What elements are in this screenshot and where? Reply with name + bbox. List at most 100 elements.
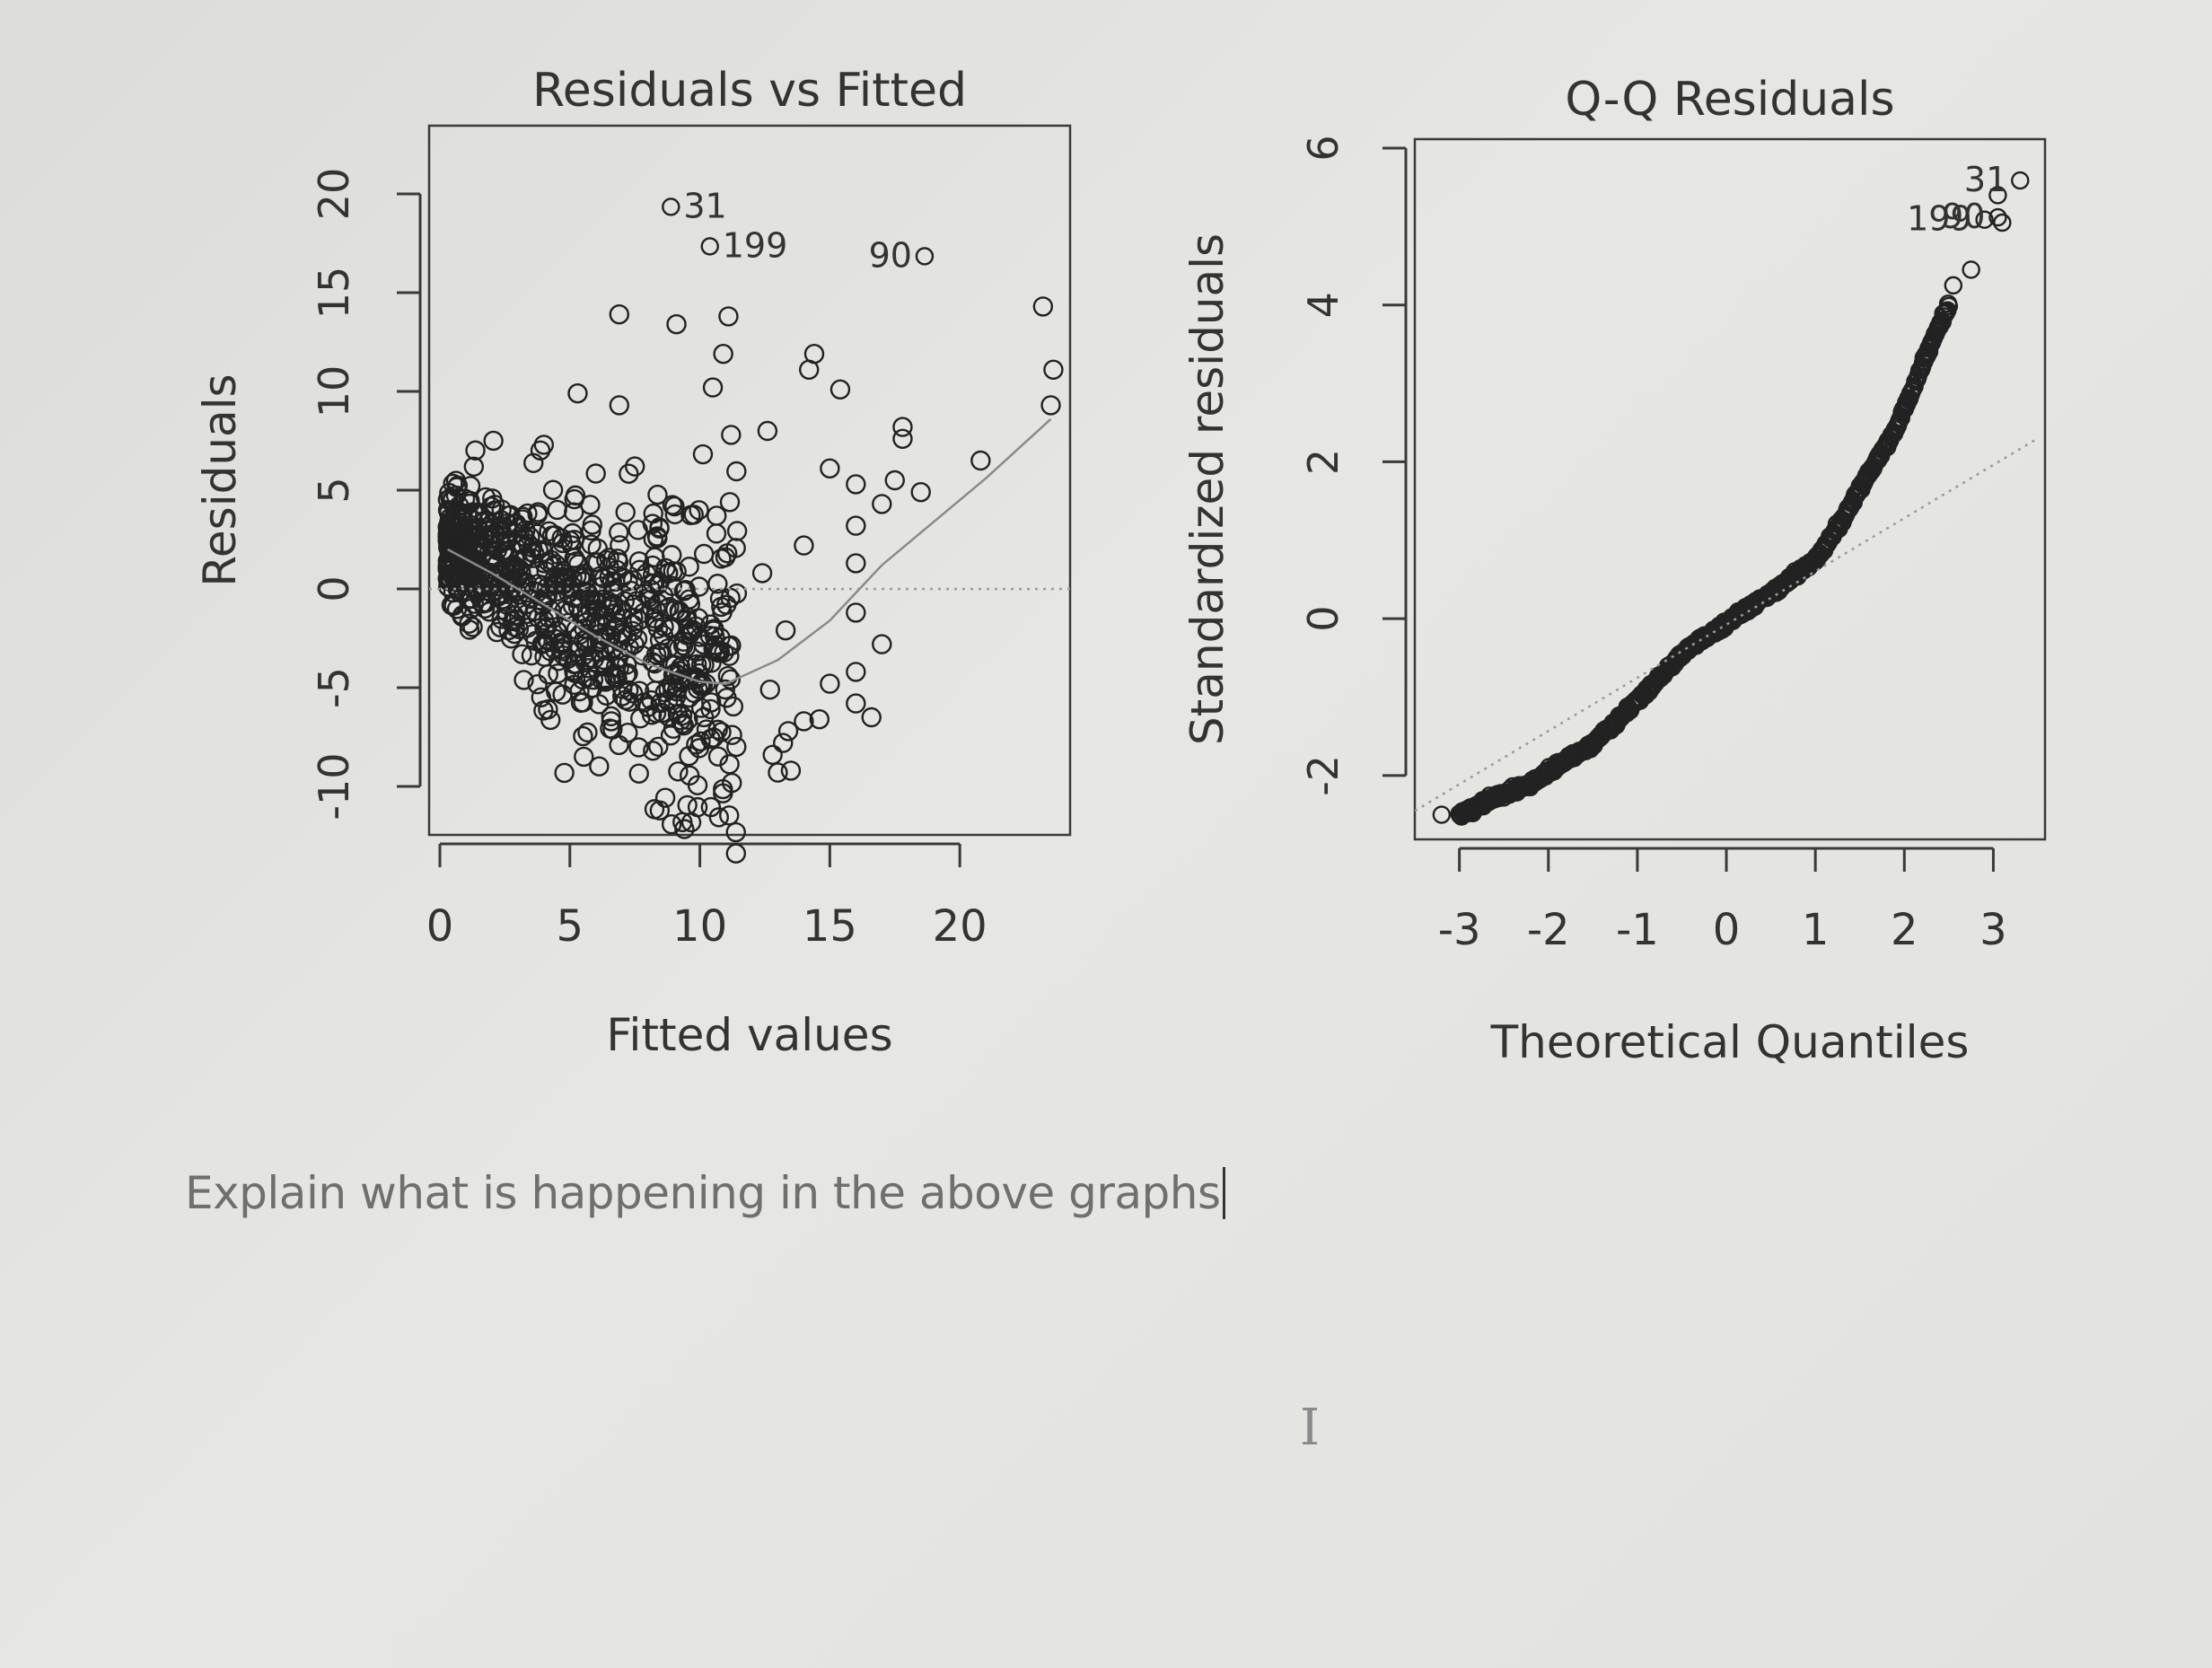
- residual-point: [660, 725, 681, 746]
- residual-point: [576, 636, 597, 658]
- residual-point: [654, 787, 676, 808]
- residual-point: [722, 724, 742, 745]
- y-tick-label: -2: [1299, 755, 1347, 796]
- residual-point: [809, 709, 830, 730]
- residual-point: [523, 452, 544, 473]
- residual-point: [584, 591, 606, 611]
- residual-point: [440, 529, 461, 550]
- residual-point: [592, 589, 613, 610]
- residual-point: [861, 707, 882, 728]
- residual-point: [652, 702, 672, 724]
- residual-point: [544, 639, 566, 660]
- residual-point: [846, 553, 866, 574]
- residual-point: [689, 738, 710, 759]
- residual-point: [675, 580, 696, 601]
- x-axis: 0 5 10 15 20: [426, 842, 988, 952]
- residual-point: [666, 314, 687, 335]
- residual-point: [719, 805, 740, 826]
- residual-point: [609, 304, 630, 325]
- residual-point: [564, 488, 584, 510]
- residual-point: [628, 551, 650, 572]
- residual-point: [482, 488, 503, 509]
- labeled-point: [915, 247, 935, 266]
- y-tick-label: 20: [310, 168, 358, 221]
- residual-point: [538, 699, 558, 720]
- residual-point: [527, 504, 548, 525]
- residual-point: [662, 495, 683, 515]
- qq-residuals-plot: Q-Q Residuals Theoretical Quantiles Standa…: [1181, 73, 2047, 1068]
- residual-point: [601, 571, 623, 592]
- residual-point: [490, 617, 511, 637]
- qq-point: [1988, 186, 2007, 205]
- residual-point: [584, 589, 604, 610]
- residual-point: [759, 680, 780, 700]
- residual-point: [649, 517, 670, 538]
- residual-point: [689, 500, 709, 521]
- residual-point: [468, 581, 489, 601]
- residual-point: [649, 800, 671, 821]
- residual-point: [892, 417, 913, 437]
- residual-point: [710, 628, 731, 648]
- residual-point: [612, 624, 634, 645]
- residual-point: [679, 669, 699, 689]
- residual-point: [830, 379, 851, 399]
- residual-point: [700, 698, 721, 720]
- residual-point: [762, 744, 783, 765]
- residual-point: [619, 463, 639, 484]
- residual-point: [668, 761, 689, 782]
- y-tick-label: 6: [1299, 135, 1347, 161]
- residual-point: [576, 628, 598, 649]
- residual-point: [589, 566, 610, 587]
- residual-point: [562, 568, 583, 589]
- residual-point: [626, 591, 647, 611]
- residual-point: [706, 523, 727, 544]
- residual-point: [596, 685, 617, 706]
- question-text[interactable]: Explain what is happening in the above g…: [185, 1167, 1225, 1219]
- residual-point: [820, 673, 840, 694]
- residual-point: [726, 736, 747, 758]
- residual-point: [777, 721, 799, 742]
- labeled-point: [1988, 207, 2007, 227]
- residual-point: [884, 470, 905, 491]
- residual-point: [725, 821, 746, 843]
- residual-point: [662, 575, 683, 596]
- residual-point: [768, 762, 788, 783]
- residual-point: [551, 638, 572, 660]
- residual-point: [689, 576, 709, 597]
- residual-point: [629, 559, 650, 581]
- residual-point: [663, 678, 684, 698]
- residual-point: [657, 563, 679, 584]
- text-cursor: [1222, 1167, 1225, 1219]
- residual-point: [478, 520, 498, 540]
- residual-point: [674, 819, 695, 839]
- residual-point: [720, 669, 742, 689]
- x-tick-label: -3: [1438, 905, 1481, 955]
- y-tick-label: 10: [310, 365, 358, 418]
- residual-point: [577, 722, 598, 743]
- residual-point: [677, 794, 698, 816]
- residual-point: [680, 621, 702, 642]
- y-tick-label: -10: [310, 752, 358, 820]
- point-label: 199: [1907, 199, 1972, 239]
- residual-point: [512, 644, 532, 664]
- qq-point: [1962, 260, 1980, 279]
- residual-point: [490, 533, 512, 554]
- residual-point: [609, 522, 629, 543]
- x-tick-label: 0: [1713, 905, 1741, 955]
- x-axis-label: Theoretical Quantiles: [1490, 1016, 1970, 1068]
- y-axis: -10 -5 0 5 10 15 20: [310, 168, 422, 821]
- residual-point: [589, 613, 610, 635]
- y-axis-label: Standardized residuals: [1181, 233, 1233, 745]
- residual-point: [517, 503, 538, 524]
- residual-point: [846, 602, 866, 623]
- residual-point: [567, 383, 588, 404]
- residual-point: [846, 515, 866, 536]
- residual-point: [445, 541, 466, 563]
- residual-point: [775, 620, 796, 641]
- x-tick-label: -2: [1527, 905, 1570, 955]
- residual-point: [715, 679, 735, 700]
- labeled-point: [2011, 171, 2030, 190]
- residual-point: [726, 583, 748, 604]
- residual-point: [679, 557, 699, 577]
- y-tick-label: -5: [310, 667, 358, 708]
